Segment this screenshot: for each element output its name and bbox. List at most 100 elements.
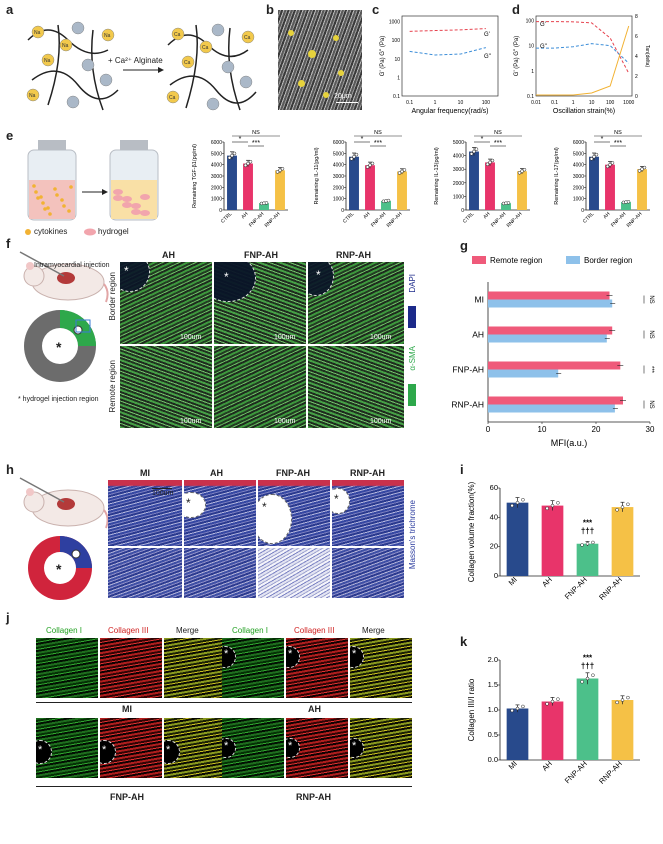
x-tick-label: 10: [589, 100, 595, 106]
asma-label: α-SMA: [408, 346, 417, 371]
y2-tick-label: 0: [635, 94, 638, 100]
x-tick-label: 0.1: [406, 100, 413, 106]
y-tick-label: 5000: [211, 151, 222, 157]
sig-ns: NS: [374, 130, 382, 136]
y-axis-label: Remaining TGF-β1(pg/ml): [192, 144, 198, 208]
y-tick-label: 3000: [333, 174, 344, 180]
j-label-ah: AH: [308, 704, 321, 714]
f-col-rnp-ah: RNP-AH: [336, 250, 371, 260]
sig-ns: NS: [614, 130, 622, 136]
sig-ns: NS: [252, 130, 260, 136]
sig-label: ***: [583, 519, 593, 528]
cytokine-dot: [46, 206, 50, 210]
data-point: [232, 151, 237, 156]
bar-ah: [243, 163, 253, 210]
data-point: [365, 165, 370, 169]
panel-label-f: f: [6, 236, 11, 251]
data-point: [474, 147, 479, 151]
hydrogel-blob: [131, 203, 141, 209]
h-img-bottom-rnp: [332, 548, 404, 598]
ca-label: Ca: [244, 35, 251, 41]
legend-swatch-remote: [472, 256, 486, 264]
f-img-border-rnp: * 100um: [308, 262, 404, 344]
data-point: [510, 708, 514, 713]
bar-rnp-ah: [517, 171, 527, 210]
y-tick-label: 1000: [389, 20, 400, 26]
x-tick-label: FNP-AH: [370, 211, 388, 229]
sig-label-dagger: †††: [581, 527, 594, 536]
data-point: [227, 156, 232, 160]
hydrogel-blob: [122, 202, 132, 208]
ca-label: Ca: [169, 95, 176, 101]
data-point: [620, 698, 625, 702]
j-label-fnp: FNP-AH: [110, 792, 144, 802]
heart-section-f: *: [24, 310, 96, 382]
y-tick-label: 2000: [333, 185, 344, 191]
y-tick-label: 1: [531, 69, 534, 75]
j-fnp-merge: *: [164, 718, 226, 778]
data-point: [556, 697, 560, 701]
data-point: [589, 157, 594, 161]
data-point: [550, 503, 555, 508]
plot-frame: [401, 15, 499, 97]
x-tick-label: MI: [507, 759, 519, 771]
y-tick-label: 1.5: [488, 680, 498, 689]
hydrogel-blob: [140, 210, 150, 216]
y-tick-label: 40: [490, 512, 498, 521]
sig-label: NS: [648, 330, 654, 338]
sem-image: 20μm: [278, 10, 362, 110]
y-tick-label: 0: [494, 571, 498, 580]
frequency-sweep-chart: 0.1 1 10 100 1000 100 10 1 0.1 Angular frequency(…: [380, 15, 499, 115]
data-point: [354, 152, 359, 157]
sig-star: *: [481, 136, 484, 143]
j-hdr-col1-b: Collagen I: [232, 626, 269, 635]
plot-frame: [535, 15, 633, 97]
y-tick-label: 3000: [211, 174, 222, 180]
j-rnp-merge: *: [350, 718, 412, 778]
j-hdr-merge-a: Merge: [176, 626, 199, 635]
h-img-bottom-fnp: [258, 548, 330, 598]
x-tick-label: 20: [592, 425, 601, 434]
sem-scale-label: 20μm: [334, 93, 352, 100]
na-label: Na: [29, 93, 36, 99]
data-point: [585, 541, 590, 546]
data-point: [402, 168, 407, 172]
data-point: [615, 508, 619, 512]
y-tick-label: 60: [490, 483, 498, 492]
panel-label-c: c: [372, 2, 380, 17]
x-tick-label: FNP-AH: [563, 575, 589, 601]
x-axis-label: Oscillation strain(%): [553, 108, 615, 115]
j-label-rnp: RNP-AH: [296, 792, 331, 802]
bar-fnp-ah: [576, 678, 599, 760]
bar-fnp-ah: [621, 202, 631, 210]
data-point: [490, 158, 495, 163]
na-particle: [31, 25, 45, 39]
cytokine-dot: [60, 198, 64, 202]
x-tick-label: 10: [538, 425, 547, 434]
data-point: [615, 700, 619, 705]
y-tick-label: 2000: [453, 181, 464, 187]
na-particle: [59, 38, 73, 52]
data-point: [246, 161, 250, 166]
cytokine-dot: [62, 204, 66, 208]
data-point: [626, 502, 630, 507]
x-tick-label: AH: [482, 211, 491, 220]
j-ah-col3: *: [286, 638, 348, 698]
y-tick-label: 2.0: [488, 655, 498, 664]
j-hdr-merge-b: Merge: [362, 626, 385, 635]
y-tick-label: 4000: [573, 163, 584, 169]
cytokine-dot: [53, 187, 57, 191]
y-axis-label: G' (Pa) G'' (Pa): [380, 36, 386, 76]
na-particle: [99, 73, 113, 87]
y-tick-label: 0: [461, 208, 464, 214]
na-particle: [41, 53, 55, 67]
legend-gdoubleprime: G'': [484, 54, 491, 60]
y-tick-label: 100: [392, 38, 401, 44]
masson-label: Masson's trichrome: [408, 500, 417, 570]
x-tick-label: 0.01: [531, 100, 541, 106]
series-line: [409, 47, 487, 56]
cytokine-dot: [34, 190, 38, 194]
y-tick-label: 10: [528, 44, 534, 50]
x-tick-label: 30: [646, 425, 655, 434]
